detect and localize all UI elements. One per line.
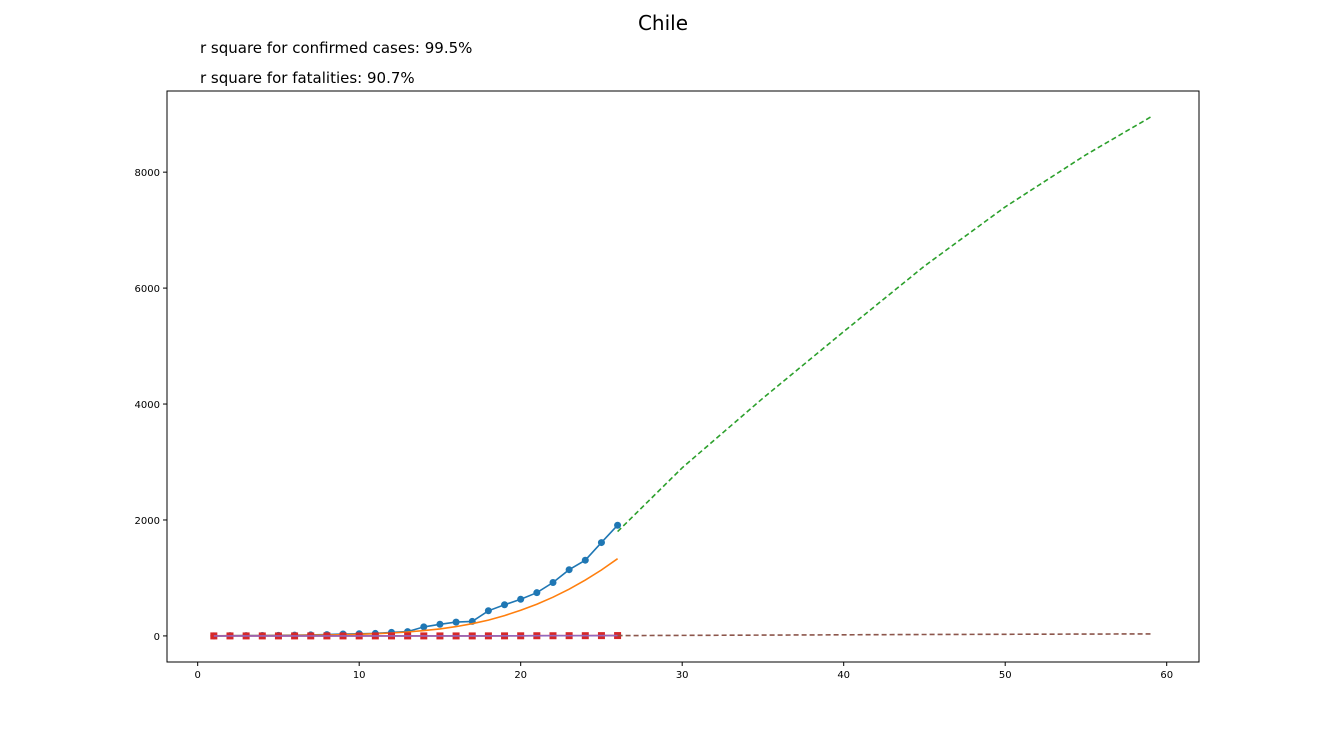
- series-line-confirmed-projection: [617, 116, 1151, 533]
- y-tick-label: 4000: [135, 400, 160, 411]
- x-tick-label: 40: [837, 670, 850, 681]
- chart-title: Chile: [638, 11, 688, 35]
- point-confirmed-observed: [565, 566, 573, 574]
- x-tick-label: 10: [353, 670, 366, 681]
- point-confirmed-observed: [597, 539, 605, 547]
- y-tick-label: 8000: [135, 168, 160, 179]
- x-tick-label: 30: [676, 670, 689, 681]
- point-confirmed-observed: [420, 623, 428, 631]
- y-tick-label: 2000: [135, 516, 160, 527]
- plot-area: 0 10 20 30 40 50 60 0 2000 4000 6000 8000: [135, 116, 1173, 681]
- x-tick-label: 0: [194, 670, 200, 681]
- plot-frame: [166, 90, 1200, 663]
- series-line-confirmed-observed: [213, 524, 619, 637]
- point-confirmed-observed: [614, 521, 622, 529]
- series-line-confirmed-fit: [213, 558, 619, 637]
- annotation-confirmed-r2: r square for confirmed cases: 99.5%: [200, 39, 472, 57]
- x-tick-label: 50: [999, 670, 1012, 681]
- y-tick-label: 0: [154, 632, 160, 643]
- series-line-fatalities-projection: [617, 633, 1151, 637]
- point-confirmed-observed: [533, 589, 541, 597]
- point-confirmed-observed: [517, 595, 525, 603]
- x-tick-label: 60: [1160, 670, 1173, 681]
- point-confirmed-observed: [581, 556, 589, 564]
- annotation-fatalities-r2: r square for fatalities: 90.7%: [200, 69, 415, 87]
- point-confirmed-observed: [452, 618, 460, 626]
- point-confirmed-observed: [436, 620, 444, 628]
- point-confirmed-observed: [549, 578, 557, 586]
- y-tick-label: 6000: [135, 284, 160, 295]
- x-tick-label: 20: [514, 670, 527, 681]
- point-confirmed-observed: [501, 601, 509, 609]
- point-confirmed-observed: [484, 607, 492, 615]
